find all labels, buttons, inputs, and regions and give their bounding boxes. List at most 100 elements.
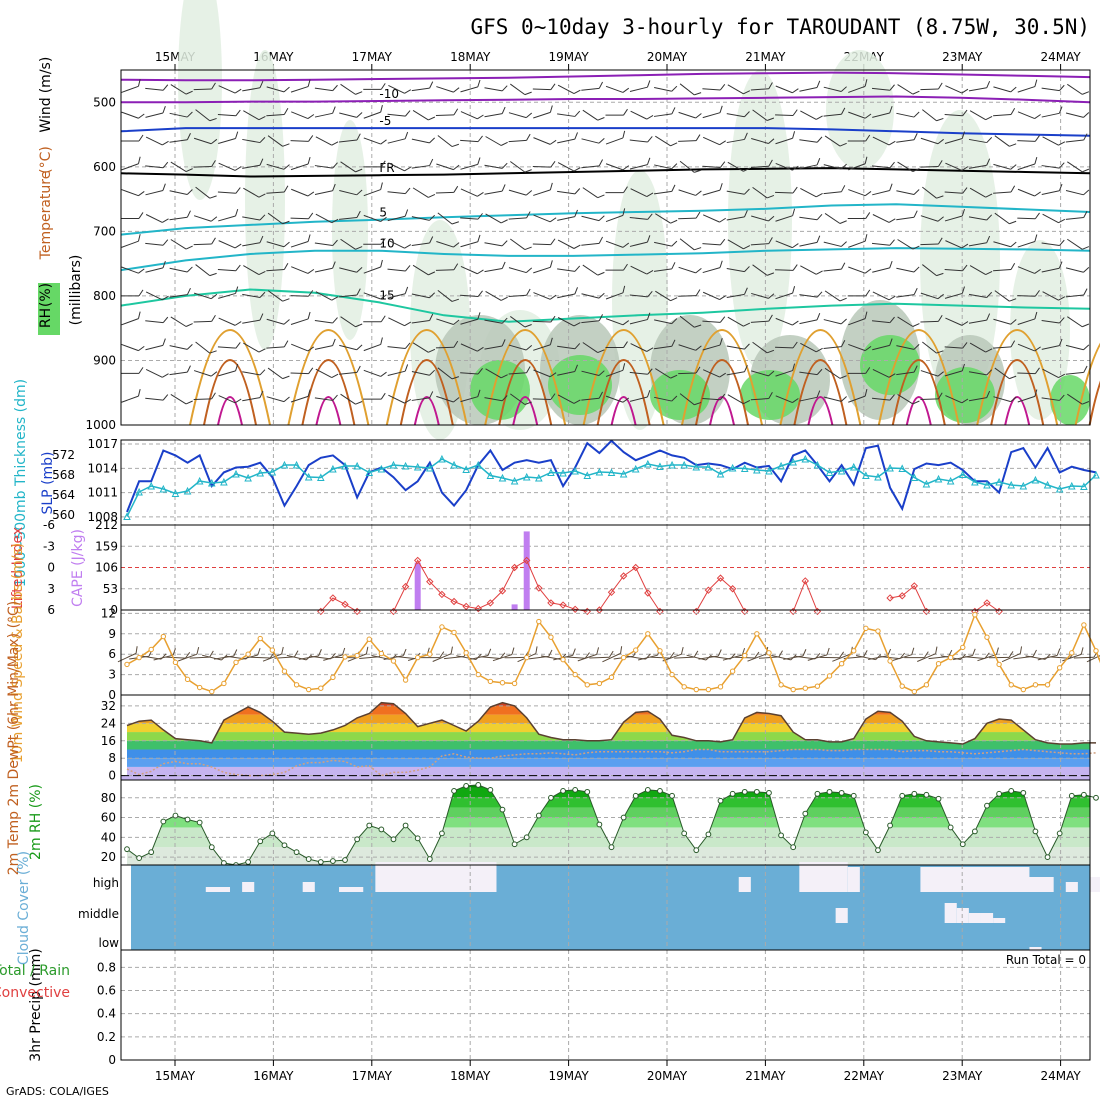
wind-barb-flag	[185, 168, 193, 173]
wind-barb-shaft	[872, 368, 890, 378]
thickness-point	[438, 454, 446, 463]
wind-barb	[169, 344, 193, 350]
wind-barb-flag	[282, 220, 290, 225]
wind-barb	[485, 213, 508, 224]
wind-barb-flag	[680, 647, 684, 655]
wind-barb	[655, 135, 678, 147]
wind-barb	[1017, 111, 1041, 120]
wind-barb	[654, 240, 678, 247]
wind-barb-shaft	[193, 88, 212, 91]
date-tick-label: 15MAY	[155, 1069, 196, 1083]
wind-barb-flag	[138, 113, 145, 119]
wind-barb	[799, 158, 821, 170]
surface-temp-arc	[779, 329, 862, 426]
wind-barb-flag	[477, 312, 481, 320]
wind-barb-shaft	[726, 190, 745, 195]
wind-barb-shaft	[557, 293, 575, 299]
wind-barb-shaft	[968, 164, 987, 169]
wind-barb-flag	[962, 264, 968, 272]
wind-barb-shaft	[412, 109, 429, 121]
precip-tick-label: 0.8	[97, 960, 116, 974]
wind-barb-shaft	[533, 344, 551, 351]
wind-barb-shaft	[655, 368, 671, 379]
rh-point	[790, 844, 797, 851]
wind-speed-point	[911, 688, 918, 695]
wind-barb-shaft	[145, 189, 164, 196]
wind-barb-shaft	[290, 163, 309, 171]
wind-barb-flag	[501, 395, 508, 402]
cloud-middle-cell	[835, 908, 848, 923]
wind-barb-flag	[1082, 323, 1090, 328]
rh-point	[584, 788, 591, 795]
wind-barb-shaft	[823, 319, 842, 325]
wind-barb	[775, 186, 798, 194]
wind-barb-flag	[913, 266, 920, 273]
wind-barb	[897, 239, 920, 250]
wind-barb	[557, 394, 581, 404]
wind-barb-flag	[719, 161, 726, 168]
wind-barb	[581, 370, 605, 377]
wind-barb-flag	[1034, 311, 1038, 320]
wind-barb-shaft	[387, 113, 406, 117]
wind-barb-shaft	[896, 139, 915, 143]
wind-barb-flag	[717, 649, 722, 657]
wind-barb-flag	[186, 210, 191, 218]
wind-barb-shaft	[411, 165, 430, 169]
wind-barb-shaft	[702, 369, 720, 378]
wind-barb	[750, 237, 773, 246]
wind-speed-point	[1081, 622, 1087, 628]
wind-barb-shaft	[945, 240, 963, 249]
wind-barb-flag	[209, 195, 217, 199]
wind-barb-shaft	[993, 241, 1011, 248]
wind-barb-shaft	[823, 164, 842, 170]
wind-barb-shaft	[994, 212, 1010, 225]
wind-barb-flag	[1058, 141, 1066, 146]
wind-barb	[896, 344, 920, 350]
wind-barb-shaft	[823, 191, 842, 195]
wind-barb-flag	[355, 401, 363, 405]
wind-barb-flag	[574, 343, 581, 350]
wind-barb-flag	[429, 236, 434, 244]
wind-barb-shaft	[480, 656, 501, 659]
wind-barb-shaft	[750, 320, 769, 323]
wind-barb	[605, 130, 626, 145]
wind-barb-flag	[282, 298, 290, 302]
wind-barb-flag	[453, 319, 460, 325]
surface-temp-arc	[905, 396, 932, 426]
wind-barb-flag	[365, 646, 369, 654]
wind-barb-flag	[235, 109, 241, 117]
wind-barb-shaft	[1041, 242, 1060, 247]
wind-barb-shaft	[314, 165, 333, 169]
wind-barb	[169, 266, 193, 273]
wind-barb	[897, 161, 920, 173]
wind-barb-shaft	[605, 369, 624, 377]
wind-barb-flag	[332, 106, 336, 114]
wind-barb-flag	[573, 399, 581, 404]
wind-barb	[727, 394, 751, 405]
wind-barb-flag	[596, 647, 600, 655]
wind-barb-shaft	[165, 656, 186, 659]
wind-barb-shaft	[485, 213, 502, 224]
wind-barb	[242, 158, 264, 169]
wind-barb-shaft	[363, 266, 381, 274]
wind-barb-flag	[453, 164, 460, 170]
wind-barb-shaft	[848, 395, 866, 403]
wind-speed-point	[1044, 682, 1051, 688]
wind-barb-shaft	[315, 136, 332, 146]
wind-barb	[775, 395, 799, 404]
wind-barb-flag	[453, 87, 460, 93]
wind-barb-shaft	[655, 290, 671, 302]
wind-barb-shaft	[654, 319, 672, 325]
wind-barb-shaft	[193, 215, 212, 222]
rh-point	[935, 795, 942, 802]
wind-barb-shaft	[484, 164, 503, 169]
wind-barb-flag	[477, 114, 484, 120]
wind-barb-flag	[500, 219, 508, 224]
wind-speed-point	[172, 659, 179, 666]
rh-shading	[920, 110, 1000, 410]
wind-barb-flag	[597, 349, 605, 354]
wind-barb-shaft	[411, 87, 430, 92]
wind-barb	[291, 343, 315, 352]
rh-point	[1032, 828, 1039, 835]
wind-barb-flag	[380, 83, 386, 90]
